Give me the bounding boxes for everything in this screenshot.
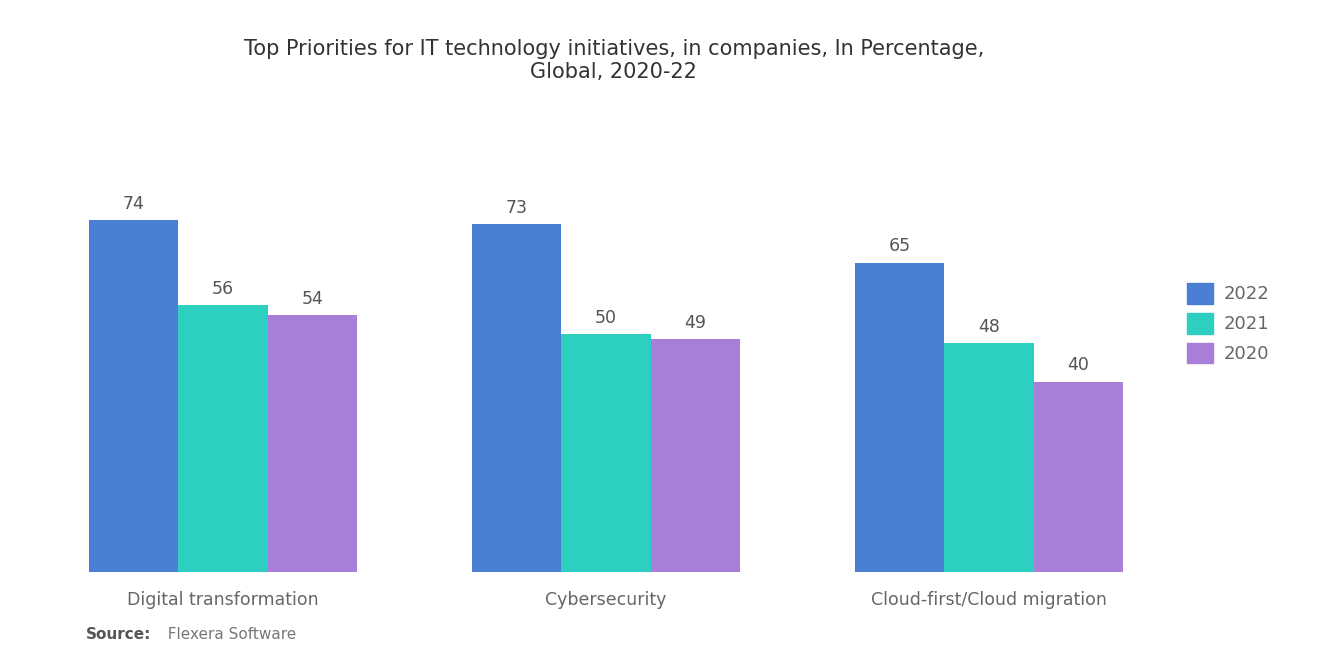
Text: Source:: Source: [86,626,152,642]
Bar [1034,382,1123,572]
Text: 48: 48 [978,319,999,336]
Bar [178,305,268,572]
Text: Flexera Software: Flexera Software [158,626,297,642]
Text: 49: 49 [684,313,706,332]
Text: 54: 54 [301,290,323,308]
Legend: 2022, 2021, 2020: 2022, 2021, 2020 [1179,274,1278,372]
Text: 65: 65 [888,237,911,255]
Text: 74: 74 [123,195,144,213]
Bar [944,343,1034,572]
Bar [651,338,741,572]
Bar [561,334,651,572]
Bar [88,219,178,572]
Text: 56: 56 [211,280,234,298]
Bar [471,224,561,572]
Text: 73: 73 [506,200,528,217]
Text: 40: 40 [1068,356,1089,374]
Text: 50: 50 [595,309,616,327]
Title: Top Priorities for IT technology initiatives, in companies, In Percentage,
Globa: Top Priorities for IT technology initiat… [244,39,983,82]
Bar [855,263,944,572]
Bar [268,315,356,572]
